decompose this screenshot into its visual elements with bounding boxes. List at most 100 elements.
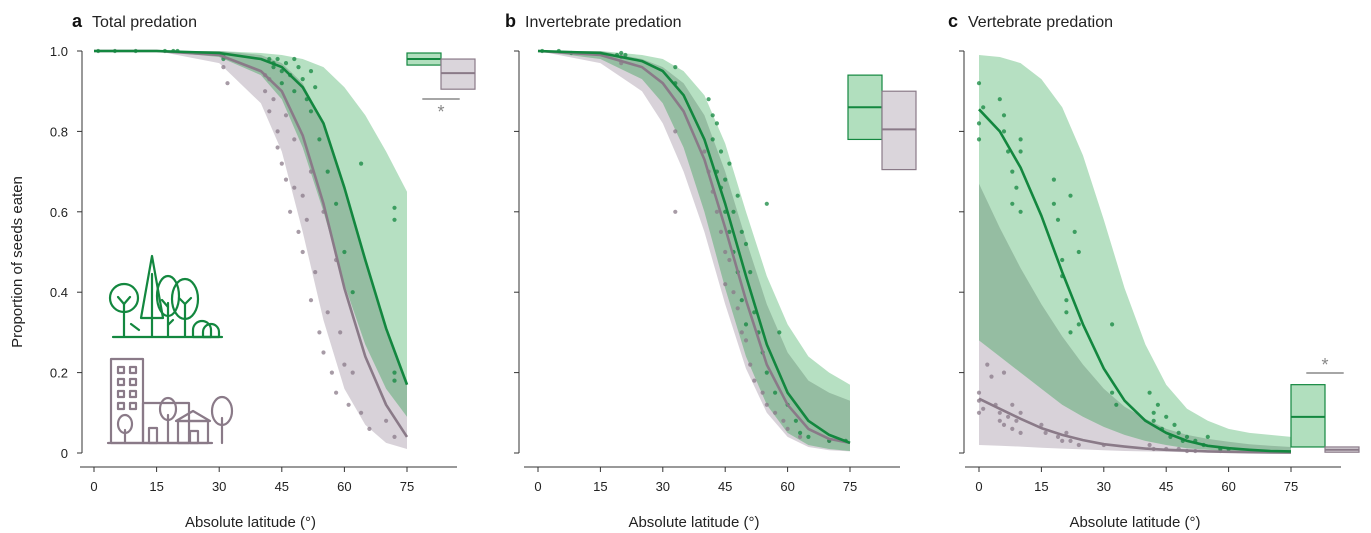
natural-data-point bbox=[313, 85, 318, 90]
natural-data-point bbox=[723, 177, 728, 182]
x-tick-label: 30 bbox=[1097, 479, 1111, 494]
x-tick-label: 0 bbox=[975, 479, 982, 494]
urban-data-point bbox=[748, 362, 753, 367]
natural-data-point bbox=[1001, 129, 1007, 134]
natural-data-point bbox=[739, 298, 744, 303]
natural-data-point bbox=[1151, 410, 1156, 415]
band-overlap bbox=[979, 183, 1291, 453]
natural-data-point bbox=[267, 56, 272, 62]
panel-letter: a bbox=[72, 11, 83, 31]
natural-data-point bbox=[619, 50, 624, 56]
urban-data-point bbox=[263, 89, 268, 94]
natural-data-point bbox=[308, 69, 314, 74]
natural-data-point bbox=[1164, 414, 1169, 419]
urban-data-point bbox=[1043, 430, 1048, 435]
urban-data-point bbox=[271, 97, 276, 102]
natural-data-point bbox=[1176, 430, 1181, 435]
panel-a: a Total predation 0 0.2 0.4 0.6 0.8 1.0 0 15 30 45 6… bbox=[50, 11, 476, 531]
urban-data-point bbox=[1010, 402, 1015, 407]
natural-data-point bbox=[325, 169, 330, 174]
panel-title: Vertebrate predation bbox=[968, 14, 1113, 31]
urban-data-point bbox=[338, 330, 343, 335]
x-tick-label: 15 bbox=[149, 479, 163, 494]
natural-data-point bbox=[1068, 193, 1073, 198]
urban-data-point bbox=[1006, 414, 1011, 419]
urban-data-point bbox=[279, 161, 284, 166]
significance-star: * bbox=[1321, 355, 1328, 375]
urban-data-point bbox=[727, 257, 732, 263]
panel-b: b Invertebrate predation 0 15 30 45 60 75 Absolu… bbox=[505, 11, 917, 531]
urban-summary-box bbox=[881, 90, 917, 171]
natural-data-point bbox=[1184, 434, 1190, 439]
natural-data-point bbox=[334, 201, 339, 206]
natural-data-point bbox=[317, 137, 322, 142]
band-overlap bbox=[538, 51, 850, 451]
x-tick-label: 45 bbox=[275, 479, 289, 494]
x-axis-title: Absolute latitude (°) bbox=[185, 514, 316, 531]
natural-data-point bbox=[1147, 390, 1152, 395]
urban-data-point bbox=[1068, 438, 1073, 443]
y-tick-label: 0.8 bbox=[50, 124, 68, 139]
y-axis-title: Proportion of seeds eaten bbox=[9, 176, 26, 348]
natural-data-point bbox=[342, 249, 347, 255]
x-axis-title: Absolute latitude (°) bbox=[1069, 514, 1200, 531]
urban-fit-line bbox=[537, 49, 851, 445]
y-tick-label: 0.4 bbox=[50, 285, 68, 300]
urban-data-point bbox=[1001, 370, 1007, 375]
panel-c: c Vertebrate predation 0 15 30 45 60 75 Absolute… bbox=[948, 11, 1360, 531]
natural-data-point bbox=[271, 65, 276, 70]
natural-data-point bbox=[976, 81, 982, 86]
urban-data-point bbox=[300, 193, 305, 198]
urban-data-point bbox=[773, 410, 778, 415]
panel-title: Invertebrate predation bbox=[525, 14, 682, 31]
urban-data-point bbox=[1055, 434, 1061, 439]
natural-data-point bbox=[1018, 137, 1023, 142]
x-tick-label: 60 bbox=[1221, 479, 1235, 494]
urban-data-point bbox=[225, 81, 230, 86]
natural-data-point bbox=[1010, 169, 1015, 174]
urban-data-point bbox=[752, 378, 757, 383]
natural-data-point bbox=[1172, 422, 1177, 427]
y-tick-label: 0 bbox=[61, 446, 68, 461]
natural-data-point bbox=[764, 370, 769, 375]
natural-data-point bbox=[1001, 113, 1007, 118]
natural-data-point bbox=[279, 81, 284, 86]
urban-data-point bbox=[288, 209, 293, 214]
urban-data-point bbox=[739, 330, 744, 335]
x-tick-label: 30 bbox=[212, 479, 226, 494]
urban-data-point bbox=[283, 177, 289, 182]
urban-data-point bbox=[1076, 442, 1081, 448]
natural-data-point bbox=[1051, 177, 1056, 182]
x-tick-label: 15 bbox=[593, 479, 607, 494]
natural-data-point bbox=[727, 161, 732, 166]
urban-data-point bbox=[392, 434, 397, 439]
urban-data-point bbox=[702, 149, 707, 154]
natural-data-point bbox=[748, 270, 753, 275]
urban-data-point bbox=[673, 209, 678, 214]
urban-data-point bbox=[296, 229, 301, 234]
urban-data-point bbox=[350, 370, 355, 375]
natural-data-point bbox=[1205, 434, 1210, 439]
natural-data-point bbox=[392, 378, 397, 383]
urban-data-point bbox=[329, 370, 334, 375]
natural-data-point bbox=[714, 121, 720, 126]
urban-data-point bbox=[997, 410, 1002, 415]
natural-data-point bbox=[727, 229, 732, 234]
natural-data-point bbox=[735, 193, 740, 198]
urban-data-point bbox=[1001, 422, 1007, 427]
natural-data-point bbox=[739, 229, 744, 234]
natural-data-point bbox=[773, 390, 778, 395]
urban-data-point bbox=[718, 229, 724, 234]
natural-data-point bbox=[359, 161, 364, 166]
natural-data-point bbox=[292, 89, 297, 94]
urban-data-point bbox=[321, 350, 326, 355]
natural-data-point bbox=[1064, 298, 1069, 303]
natural-data-point bbox=[392, 205, 397, 210]
natural-data-point bbox=[300, 77, 305, 82]
urban-data-point bbox=[976, 390, 982, 395]
urban-data-point bbox=[325, 310, 330, 315]
natural-data-point bbox=[718, 149, 724, 154]
urban-data-point bbox=[1018, 410, 1023, 415]
natural-data-point bbox=[279, 69, 284, 74]
